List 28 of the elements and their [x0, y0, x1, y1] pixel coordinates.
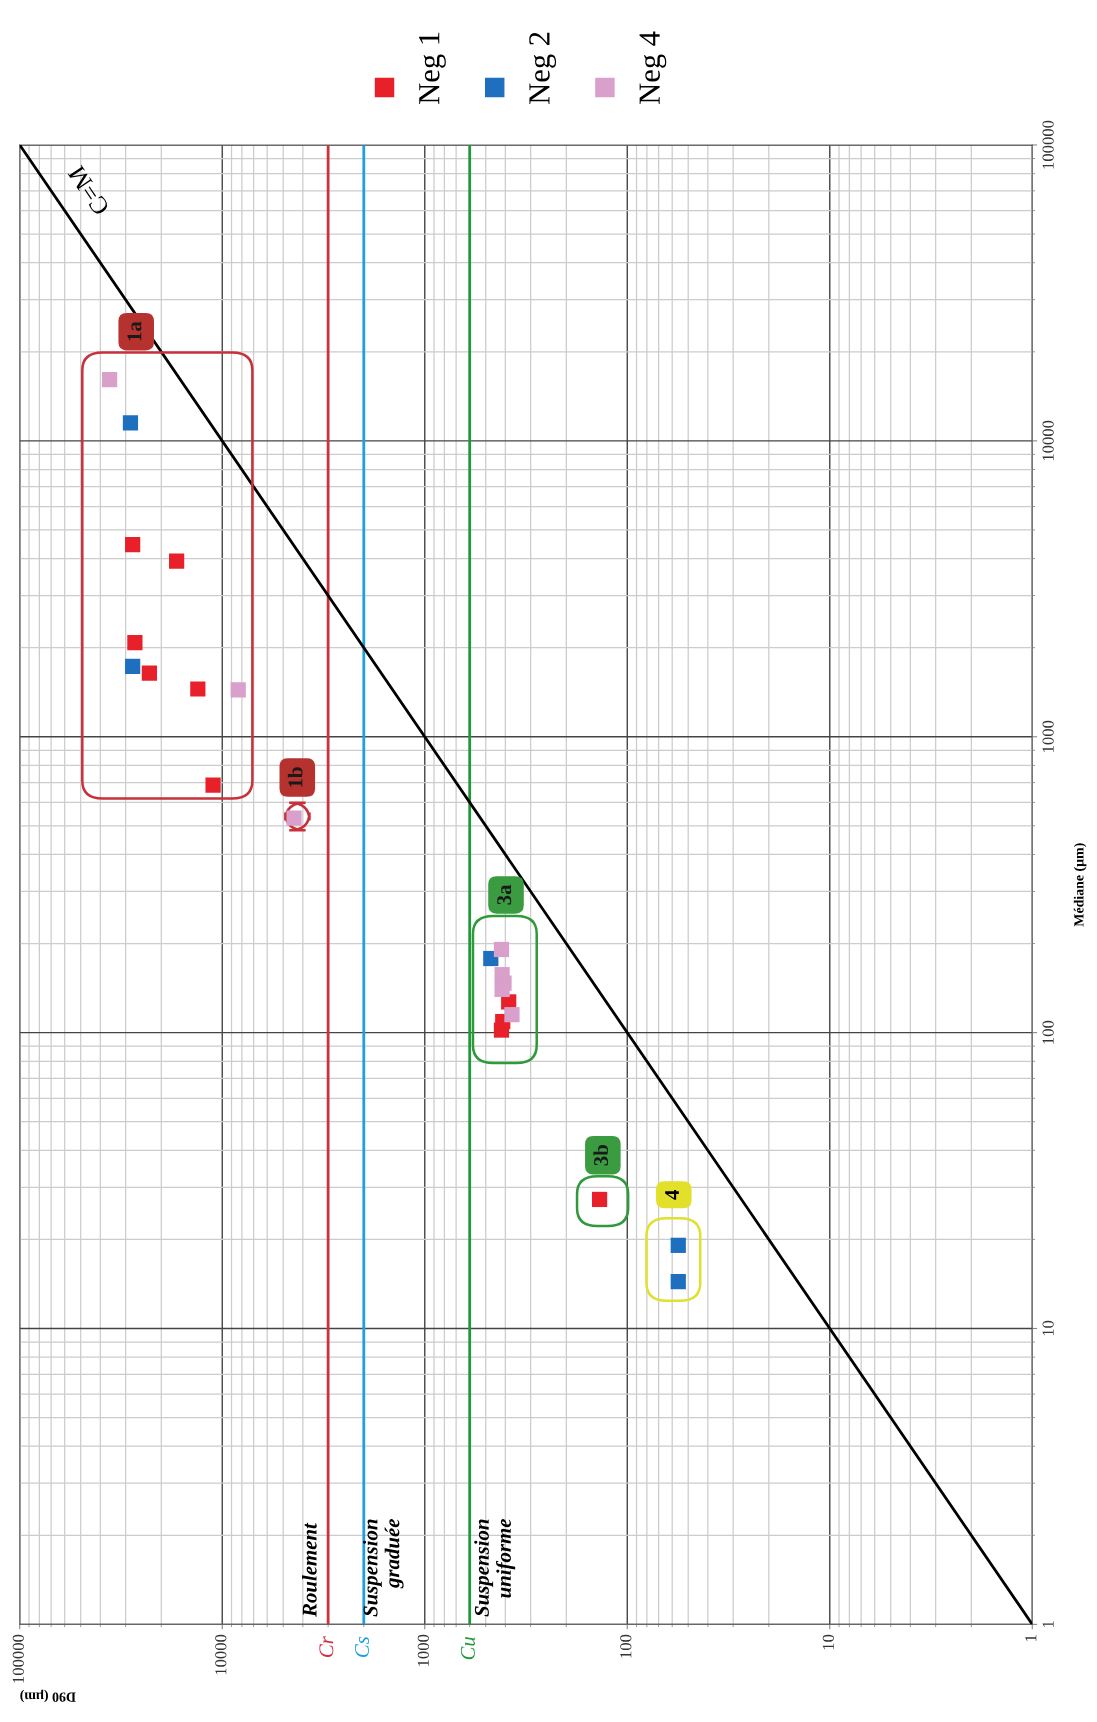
- x-tick-label: 10000: [215, 1634, 227, 1675]
- y-tick-label: 100: [1042, 1020, 1054, 1044]
- legend-label: Neg 2: [529, 32, 557, 104]
- x-tick-label: 100: [620, 1634, 632, 1658]
- ref-line-label: Cr: [319, 1636, 334, 1658]
- y-axis-title: Médiane (µm): [1073, 843, 1087, 927]
- y-tick-label: 100000: [1042, 120, 1054, 169]
- x-tick-label: 10: [822, 1634, 834, 1650]
- y-tick-label: 1: [1042, 1621, 1054, 1628]
- x-tick-label: 1: [1025, 1635, 1037, 1641]
- annotation: Suspension graduée: [362, 1519, 404, 1617]
- annotation: 1b: [287, 767, 303, 787]
- annotation: Suspension uniforme: [474, 1518, 516, 1617]
- annotation: 3b: [593, 1145, 609, 1166]
- y-tick-label: 10: [1042, 1320, 1054, 1336]
- legend-label: Neg 4: [639, 31, 667, 104]
- annotation: 1a: [127, 321, 142, 341]
- x-tick-label: 1000: [417, 1634, 429, 1666]
- legend-label: Neg 1: [419, 32, 446, 104]
- x-axis-title: D90 (µm): [20, 1689, 76, 1703]
- x-tick-label: 100000: [12, 1634, 24, 1683]
- annotation: Roulement: [302, 1522, 317, 1617]
- ref-line-label: Cs: [355, 1636, 370, 1658]
- ref-line-label: Cu: [460, 1636, 475, 1660]
- y-tick-label: 10000: [1042, 420, 1054, 461]
- annotation: 3a: [497, 884, 512, 905]
- y-tick-label: 1000: [1042, 720, 1054, 752]
- annotation: 4: [665, 1190, 679, 1200]
